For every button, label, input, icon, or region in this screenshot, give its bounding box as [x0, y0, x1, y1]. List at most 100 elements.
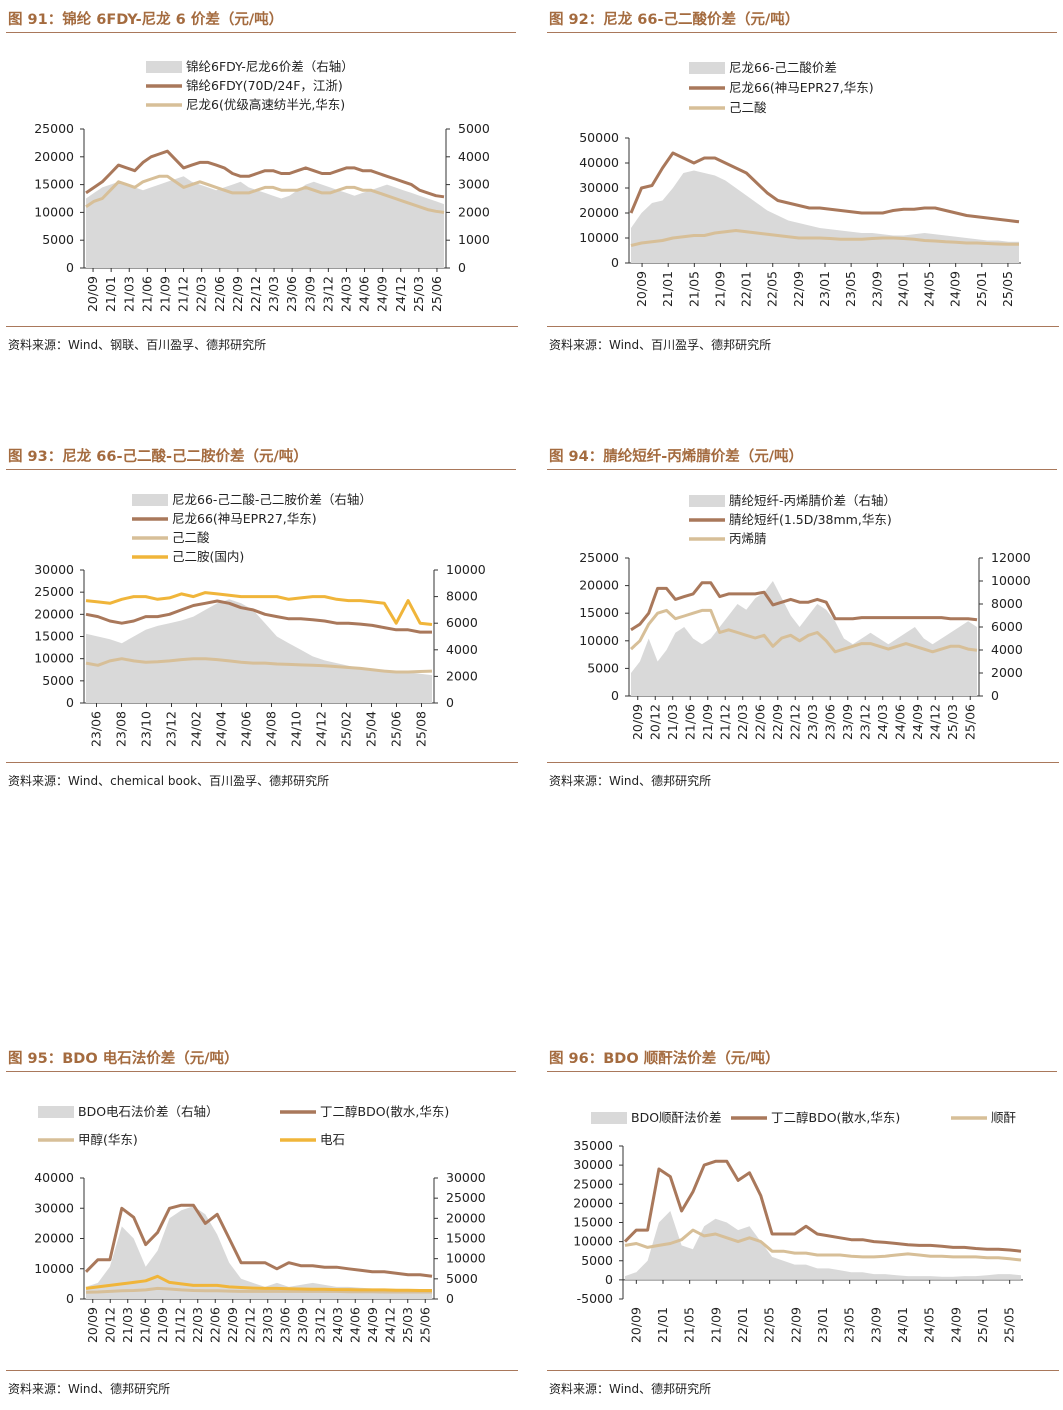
x-tick-label: 23/09 — [840, 704, 855, 740]
x-tick-label: 24/12 — [393, 276, 408, 312]
series-area-0 — [625, 1211, 1021, 1280]
y-tick-label: 10000 — [573, 1234, 613, 1249]
y-tick-label: 0 — [66, 1291, 74, 1306]
y2-tick-label: 2000 — [458, 204, 490, 219]
x-tick-label: 24/09 — [948, 271, 963, 307]
chart-title: 图 93：尼龙 66-己二酸-己二胺价差（元/吨） — [6, 445, 516, 470]
x-tick-label: 22/03 — [735, 704, 750, 740]
x-tick-label: 24/09 — [910, 704, 925, 740]
y-tick-label: 30000 — [34, 562, 74, 577]
x-tick-label: 21/03 — [665, 704, 680, 740]
x-tick-label: 23/03 — [260, 1307, 275, 1343]
x-tick-label: 22/09 — [791, 271, 806, 307]
x-tick-label: 21/01 — [660, 271, 675, 307]
legend-label-2: 己二酸 — [172, 530, 210, 545]
x-tick-label: 21/01 — [655, 1307, 670, 1343]
series-area-0 — [86, 599, 432, 703]
y2-tick-label: 5000 — [458, 121, 490, 136]
y2-tick-label: 2000 — [446, 668, 478, 683]
x-tick-label: 21/03 — [121, 276, 136, 312]
x-tick-label: 24/09 — [948, 1307, 963, 1343]
y-tick-label: 15000 — [34, 629, 74, 644]
y2-tick-label: 8000 — [991, 596, 1023, 611]
y-tick-label: 20000 — [34, 606, 74, 621]
series-area-0 — [86, 176, 444, 268]
x-tick-label: 23/06 — [822, 704, 837, 740]
y2-tick-label: 12000 — [991, 550, 1031, 565]
y-tick-label: 25000 — [34, 584, 74, 599]
x-tick-label: 24/06 — [357, 276, 372, 312]
x-tick-label: 23/09 — [868, 1307, 883, 1343]
y2-tick-label: 6000 — [446, 615, 478, 630]
x-tick-label: 24/01 — [895, 271, 910, 307]
y-tick-label: 30000 — [579, 180, 619, 195]
legend-swatch-0 — [146, 61, 182, 73]
y2-tick-label: 2000 — [991, 665, 1023, 680]
x-tick-label: 23/12 — [857, 704, 872, 740]
x-tick-label: 25/01 — [974, 271, 989, 307]
legend-label-0: 尼龙66-己二酸价差 — [729, 60, 837, 75]
x-tick-label: 21/09 — [157, 276, 172, 312]
x-tick-label: 24/12 — [927, 704, 942, 740]
y2-tick-label: 20000 — [446, 1210, 486, 1225]
series-line-1 — [629, 151, 1020, 224]
x-tick-label: 21/01 — [103, 276, 118, 312]
legend-label-2: 己二酸 — [729, 100, 767, 115]
chart-panel-95: 图 95：BDO 电石法价差（元/吨） 0 10000 20000 30000 4000… — [6, 1047, 516, 1386]
x-tick-label: 24/03 — [330, 1307, 345, 1343]
x-tick-label: 22/12 — [242, 1307, 257, 1343]
series-line-1 — [84, 1203, 433, 1278]
x-tick-label: 22/09 — [225, 1307, 240, 1343]
x-tick-label: 21/09 — [708, 1307, 723, 1343]
x-tick-label: 23/03 — [805, 704, 820, 740]
y2-tick-label: 25000 — [446, 1190, 486, 1205]
y-tick-label: 25000 — [579, 550, 619, 565]
legend-label-0: 尼龙66-己二酸-己二胺价差（右轴） — [172, 492, 372, 507]
series-line-1 — [623, 1159, 1022, 1253]
legend-label-3: 己二胺(国内) — [172, 549, 244, 564]
x-tick-label: 22/09 — [230, 276, 245, 312]
x-tick-label: 24/06 — [892, 704, 907, 740]
legend-swatch-0 — [591, 1112, 627, 1124]
legend-label-2: 丙烯腈 — [729, 531, 767, 546]
x-tick-label: 23/01 — [817, 271, 832, 307]
chart-title: 图 92：尼龙 66-己二酸价差（元/吨） — [547, 8, 1057, 33]
chart-source: 资料来源：Wind、德邦研究所 — [547, 1370, 1059, 1397]
legend-label-2: 顺酐 — [991, 1110, 1016, 1125]
series-line-2 — [85, 657, 433, 674]
chart-title: 图 94：腈纶短纤-丙烯腈价差（元/吨） — [547, 445, 1057, 470]
x-tick-label: 20/09 — [85, 1307, 100, 1343]
x-tick-label: 22/01 — [739, 271, 754, 307]
chart-source: 资料来源：Wind、钢联、百川盈孚、德邦研究所 — [6, 326, 518, 353]
chart-source: 资料来源：Wind、德邦研究所 — [547, 762, 1059, 789]
x-tick-label: 21/05 — [686, 271, 701, 307]
x-tick-label: 25/06 — [429, 276, 444, 312]
x-tick-label: 24/12 — [382, 1307, 397, 1343]
x-tick-label: 25/05 — [1000, 271, 1015, 307]
chart-panel-92: 图 92：尼龙 66-己二酸价差（元/吨） 0 10000 20000 30000 40… — [547, 8, 1057, 337]
y-tick-label: 25000 — [34, 121, 74, 136]
y-tick-label: 25000 — [573, 1176, 613, 1191]
x-tick-label: 25/01 — [975, 1307, 990, 1343]
x-tick-label: 25/03 — [411, 276, 426, 312]
x-tick-label: 22/06 — [207, 1307, 222, 1343]
y2-tick-label: 10000 — [991, 573, 1031, 588]
legend-label-2: 尼龙6(优级高速纺半光,华东) — [186, 97, 345, 112]
chart-91: 0 5000 10000 15000 20000 25000 0 1000 2000 3000 40… — [34, 59, 490, 312]
y2-tick-label: 30000 — [446, 1170, 486, 1185]
x-tick-label: 22/01 — [735, 1307, 750, 1343]
x-tick-label: 22/06 — [212, 276, 227, 312]
x-tick-label: 25/08 — [414, 711, 429, 747]
x-tick-label: 22/06 — [752, 704, 767, 740]
x-tick-label: 22/05 — [762, 1307, 777, 1343]
y2-tick-label: 6000 — [991, 619, 1023, 634]
series-line-2 — [629, 608, 978, 654]
x-tick-label: 20/09 — [85, 276, 100, 312]
legend-label-1: 尼龙66(神马EPR27,华东) — [172, 511, 317, 526]
series-line-1 — [630, 581, 978, 632]
series-area-0 — [86, 1206, 432, 1299]
y2-tick-label: 15000 — [446, 1231, 486, 1246]
y-tick-label: 40000 — [34, 1170, 74, 1185]
y-tick-label: 40000 — [579, 155, 619, 170]
x-tick-label: 24/05 — [922, 271, 937, 307]
